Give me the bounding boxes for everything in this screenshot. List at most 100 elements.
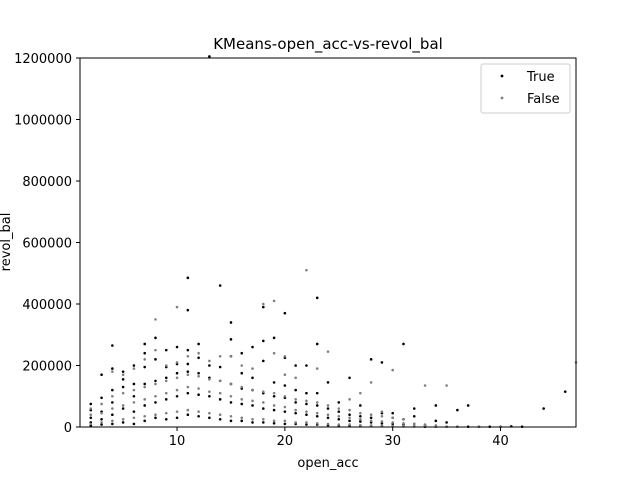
point-true-83: [251, 376, 254, 380]
point-false-38: [186, 373, 190, 377]
point-false-79: [294, 408, 297, 412]
point-true-152: [412, 414, 416, 418]
point-true-29: [143, 365, 146, 369]
point-true-110: [305, 391, 308, 395]
point-false-102: [359, 418, 362, 421]
point-false-8: [111, 394, 114, 398]
point-false-98: [348, 416, 351, 420]
point-true-60: [208, 394, 211, 398]
y-tick-label-5: 1000000: [14, 114, 72, 129]
point-false-91: [326, 413, 330, 417]
point-true-35: [154, 358, 157, 361]
point-false-68: [272, 419, 276, 423]
y-tick-label-6: 1200000: [14, 52, 72, 67]
point-true-94: [272, 381, 276, 384]
point-true-113: [315, 414, 319, 418]
point-false-77: [283, 354, 287, 358]
point-false-36: [186, 408, 190, 412]
point-true-92: [272, 408, 276, 412]
point-true-74: [229, 321, 233, 324]
point-true-103: [294, 411, 297, 415]
point-false-18: [143, 414, 146, 418]
point-true-106: [294, 364, 297, 367]
point-true-25: [132, 364, 136, 367]
point-false-54: [229, 382, 233, 386]
point-true-16: [121, 421, 125, 424]
point-false-89: [315, 367, 319, 370]
point-false-99: [348, 408, 351, 412]
point-false-12: [121, 391, 125, 395]
legend-label-false: False: [527, 92, 560, 107]
point-false-114: [391, 421, 395, 424]
legend-marker-false: [500, 96, 504, 100]
point-true-26: [143, 419, 146, 423]
point-false-4: [100, 411, 103, 415]
point-true-20: [121, 370, 125, 373]
point-false-94: [337, 423, 341, 426]
point-false-11: [121, 404, 125, 407]
point-false-104: [359, 391, 362, 395]
point-true-52: [186, 308, 190, 312]
point-false-39: [186, 354, 190, 358]
point-true-36: [154, 336, 157, 340]
point-true-67: [218, 365, 222, 369]
point-false-107: [369, 413, 373, 417]
point-false-15: [132, 401, 136, 404]
point-false-84: [305, 399, 308, 403]
point-true-15: [111, 344, 114, 347]
point-false-6: [111, 419, 114, 423]
point-false-42: [197, 374, 200, 378]
point-true-41: [164, 348, 168, 352]
point-true-171: [563, 390, 567, 393]
point-true-137: [369, 358, 373, 361]
point-true-24: [132, 382, 136, 386]
point-true-47: [186, 413, 190, 417]
point-false-109: [380, 424, 384, 428]
point-true-8: [100, 396, 103, 400]
x-tick-label-0: 10: [169, 434, 186, 449]
point-true-141: [380, 361, 384, 364]
point-false-108: [369, 381, 373, 384]
point-false-110: [380, 420, 384, 423]
point-false-45: [208, 390, 211, 393]
legend-label-true: True: [526, 70, 555, 85]
point-true-117: [315, 296, 319, 300]
point-false-81: [294, 376, 297, 380]
point-true-2: [89, 416, 93, 420]
point-false-43: [197, 351, 200, 355]
point-true-114: [315, 404, 319, 407]
point-false-25: [154, 348, 157, 352]
point-false-28: [164, 391, 168, 395]
point-true-38: [164, 398, 168, 401]
x-tick-label-3: 40: [492, 434, 509, 449]
point-true-97: [283, 410, 287, 413]
y-tick-label-1: 200000: [22, 360, 72, 375]
point-true-58: [197, 342, 200, 346]
point-false-46: [208, 378, 211, 381]
point-true-89: [262, 339, 265, 343]
point-true-86: [262, 407, 265, 410]
point-false-24: [154, 382, 157, 386]
point-false-29: [164, 379, 168, 383]
point-false-126: [434, 424, 438, 427]
point-false-83: [305, 410, 308, 413]
point-true-109: [305, 402, 308, 406]
point-true-131: [359, 420, 362, 423]
point-false-123: [423, 423, 427, 426]
point-false-10: [121, 418, 125, 421]
point-true-91: [272, 422, 276, 425]
point-false-55: [229, 354, 233, 358]
point-true-85: [262, 421, 265, 424]
point-true-107: [305, 423, 308, 426]
legend-marker-true: [500, 74, 504, 78]
point-true-54: [197, 414, 200, 418]
point-true-30: [143, 351, 146, 355]
point-true-104: [294, 401, 297, 404]
point-false-26: [154, 318, 157, 321]
point-true-145: [391, 411, 395, 415]
point-false-49: [218, 391, 222, 395]
point-false-67: [262, 302, 265, 306]
chart-title: KMeans-open_acc-vs-revol_bal: [213, 35, 443, 54]
point-true-68: [218, 284, 222, 287]
point-true-55: [197, 393, 200, 397]
